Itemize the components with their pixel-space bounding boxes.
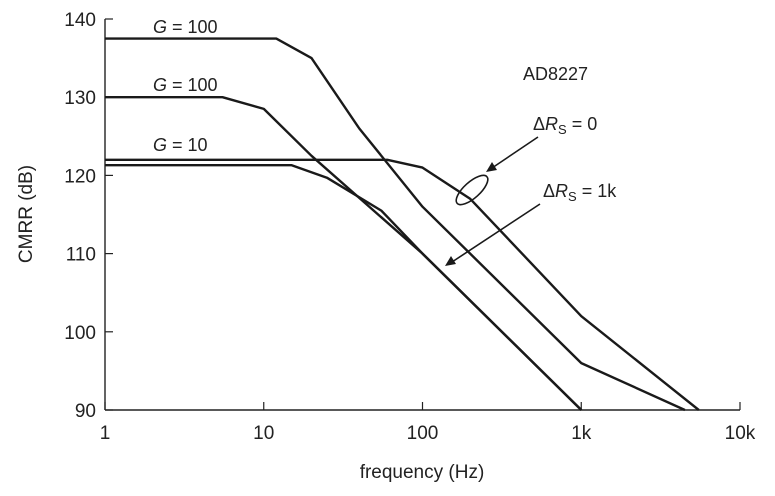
delta-rs-0-callout bbox=[455, 136, 539, 206]
y-ticks: 90 100 110 120 130 140 bbox=[64, 10, 113, 422]
y-tick-label: 110 bbox=[66, 245, 96, 266]
y-tick-label: 120 bbox=[64, 166, 96, 187]
delta-rs-1k-arrow bbox=[451, 203, 541, 263]
y-tick-label: 140 bbox=[64, 10, 96, 31]
y-tick-label: 100 bbox=[64, 323, 96, 344]
y-tick-label: 90 bbox=[75, 401, 96, 422]
annotation-g100-top: G = 100 bbox=[153, 17, 218, 37]
curve-group-ellipse bbox=[455, 174, 489, 206]
series-line-3 bbox=[105, 158, 700, 411]
delta-rs-0-arrow bbox=[491, 136, 539, 169]
series-line-1 bbox=[105, 37, 686, 412]
annotation-g10: G = 10 bbox=[153, 135, 208, 155]
y-axis-label: CMRR (dB) bbox=[16, 165, 37, 263]
x-ticks: 1 10 100 1k 10k bbox=[100, 402, 756, 444]
series-line-4 bbox=[105, 163, 583, 411]
annotation-g100-mid: G = 100 bbox=[153, 75, 218, 95]
delta-rs-1k-arrowhead bbox=[445, 256, 456, 266]
annotation-product: AD8227 bbox=[523, 64, 588, 84]
annotation-delta-rs-0: ΔRS = 0 bbox=[533, 114, 597, 137]
annotation-delta-rs-1k: ΔRS = 1k bbox=[543, 181, 617, 204]
curves bbox=[105, 37, 700, 412]
delta-rs-0-arrowhead bbox=[486, 162, 497, 172]
x-tick-label: 1k bbox=[571, 423, 592, 444]
y-tick-label: 130 bbox=[64, 88, 96, 109]
x-tick-label: 10 bbox=[253, 423, 274, 444]
x-tick-label: 100 bbox=[407, 423, 439, 444]
delta-rs-1k-callout bbox=[445, 203, 541, 266]
x-tick-label: 10k bbox=[725, 423, 756, 444]
x-axis-label: frequency (Hz) bbox=[360, 462, 485, 483]
x-tick-label: 1 bbox=[100, 423, 111, 444]
